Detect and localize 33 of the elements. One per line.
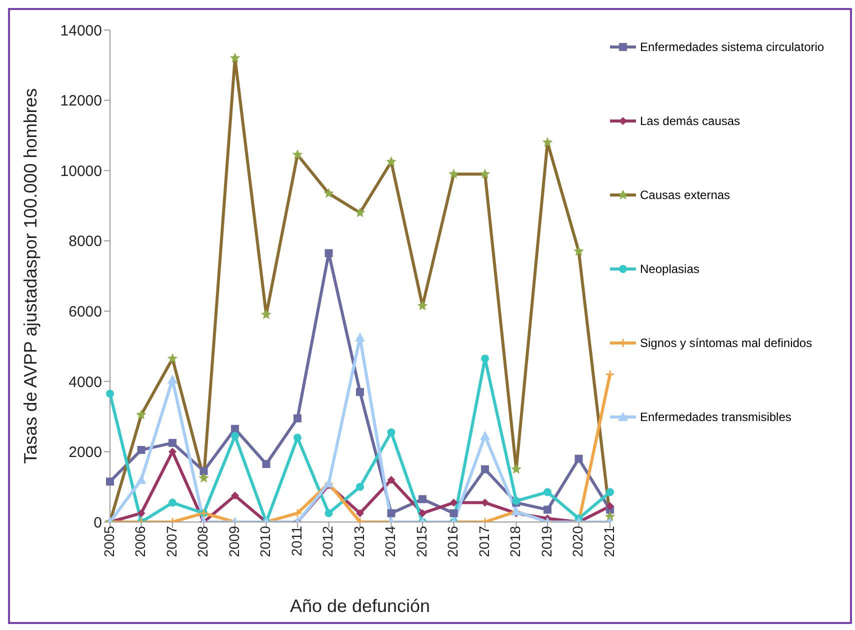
y-axis-title: Tasas de AVPP ajustadaspor 100.000 hombres <box>20 88 40 464</box>
legend-label: Las demás causas <box>640 114 740 128</box>
x-axis-title: Año de defunción <box>290 596 430 616</box>
y-tick-label: 6000 <box>68 303 102 320</box>
y-tick-label: 2000 <box>68 444 102 462</box>
x-tick-label: 2021 <box>600 526 617 558</box>
x-tick-label: 2009 <box>226 526 242 558</box>
x-tick-label: 2019 <box>538 526 554 558</box>
y-tick-label: 12000 <box>60 92 102 110</box>
legend-label: Enfermedades sistema circulatorio <box>640 40 824 54</box>
y-tick-label: 10000 <box>60 162 102 180</box>
x-tick-label: 2018 <box>507 526 524 558</box>
x-tick-label: 2010 <box>257 526 274 558</box>
x-tick-label: 2007 <box>163 526 180 558</box>
x-tick-label: 2011 <box>288 526 304 556</box>
legend-label: Neoplasias <box>640 262 700 276</box>
y-tick-label: 14000 <box>60 22 102 40</box>
legend-label: Signos y síntomas mal definidos <box>640 336 812 350</box>
x-tick-label: 2008 <box>194 526 211 558</box>
y-tick-label: 4000 <box>68 374 102 391</box>
x-tick-label: 2016 <box>444 526 461 558</box>
x-tick-label: 2006 <box>132 526 148 558</box>
legend-label: Causas externas <box>640 188 730 202</box>
y-tick-label: 8000 <box>68 233 102 250</box>
legend-label: Enfermedades transmisibles <box>640 410 792 424</box>
x-tick-label: 2015 <box>413 526 430 558</box>
x-tick-label: 2020 <box>570 526 586 558</box>
x-tick-label: 2017 <box>476 526 492 558</box>
x-tick-label: 2005 <box>100 526 117 558</box>
y-tick-label: 0 <box>94 514 102 532</box>
x-tick-label: 2013 <box>350 526 367 558</box>
x-tick-label: 2012 <box>320 526 336 558</box>
x-tick-label: 2014 <box>382 526 398 558</box>
